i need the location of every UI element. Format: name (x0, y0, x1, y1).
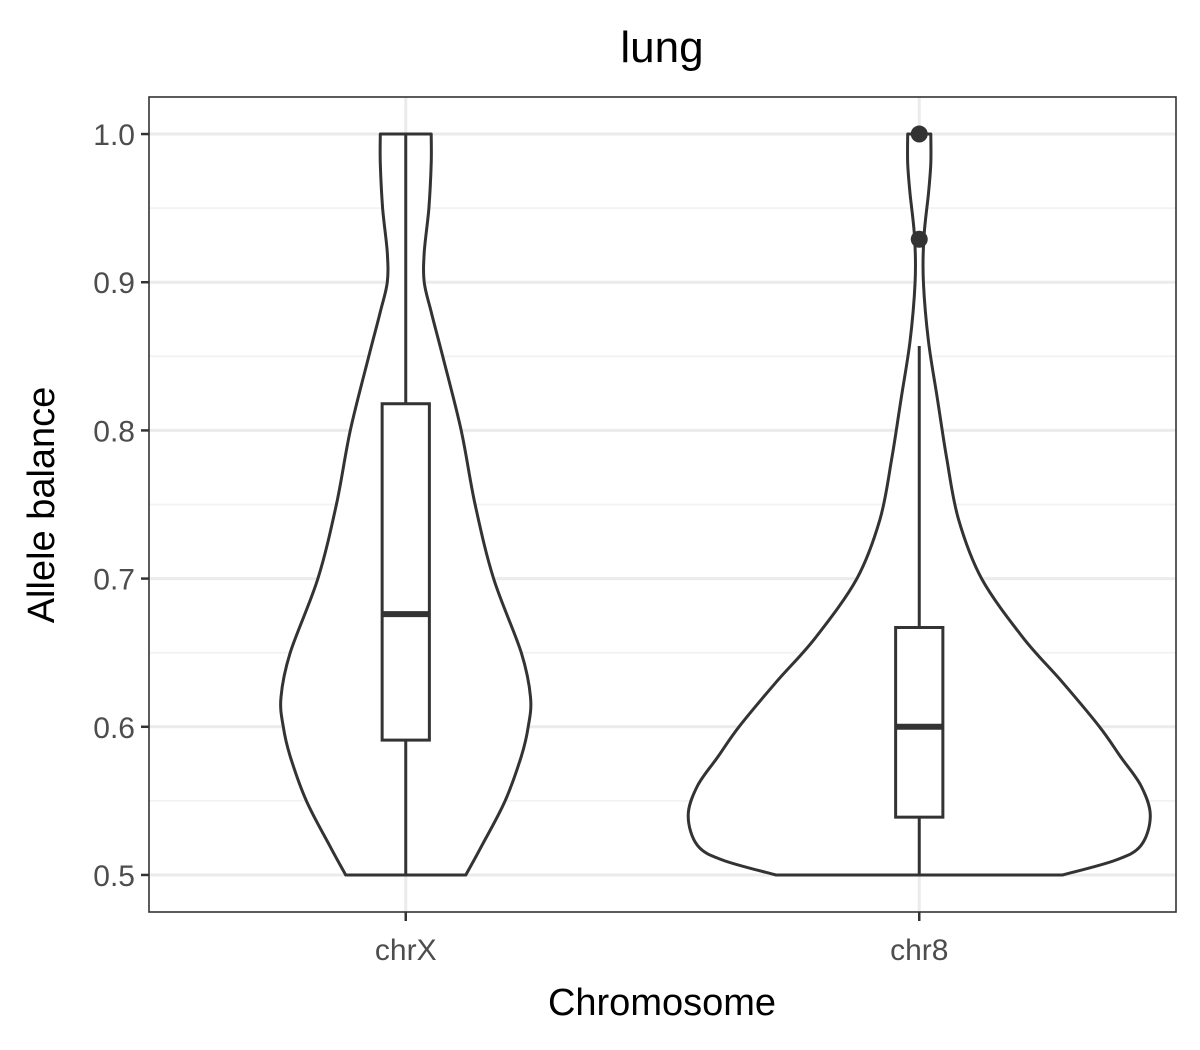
x-tick-label: chr8 (890, 934, 948, 967)
axes: 0.5 0.6 0.7 0.8 0.9 1.0 chrX chr8 (93, 119, 948, 967)
y-tick-label: 0.9 (93, 267, 135, 300)
violins (279, 125, 1152, 877)
y-tick-label: 0.8 (93, 415, 135, 448)
violin-group-chr8 (686, 125, 1152, 877)
y-axis-title: Allele balance (21, 387, 63, 624)
outlier-point (910, 230, 928, 248)
outlier-point (910, 125, 928, 143)
y-tick-label: 0.5 (93, 860, 135, 893)
panel-border (148, 96, 1177, 913)
box-chr8 (894, 625, 945, 819)
x-axis-title: Chromosome (548, 982, 776, 1024)
y-tick-label: 0.7 (93, 564, 135, 597)
x-tick-label: chrX (375, 934, 437, 967)
y-tick-label: 1.0 (93, 119, 135, 152)
violin-group-chrX (279, 132, 533, 877)
box-chrX (380, 402, 431, 742)
chart-title: lung (620, 23, 703, 72)
y-tick-label: 0.6 (93, 712, 135, 745)
